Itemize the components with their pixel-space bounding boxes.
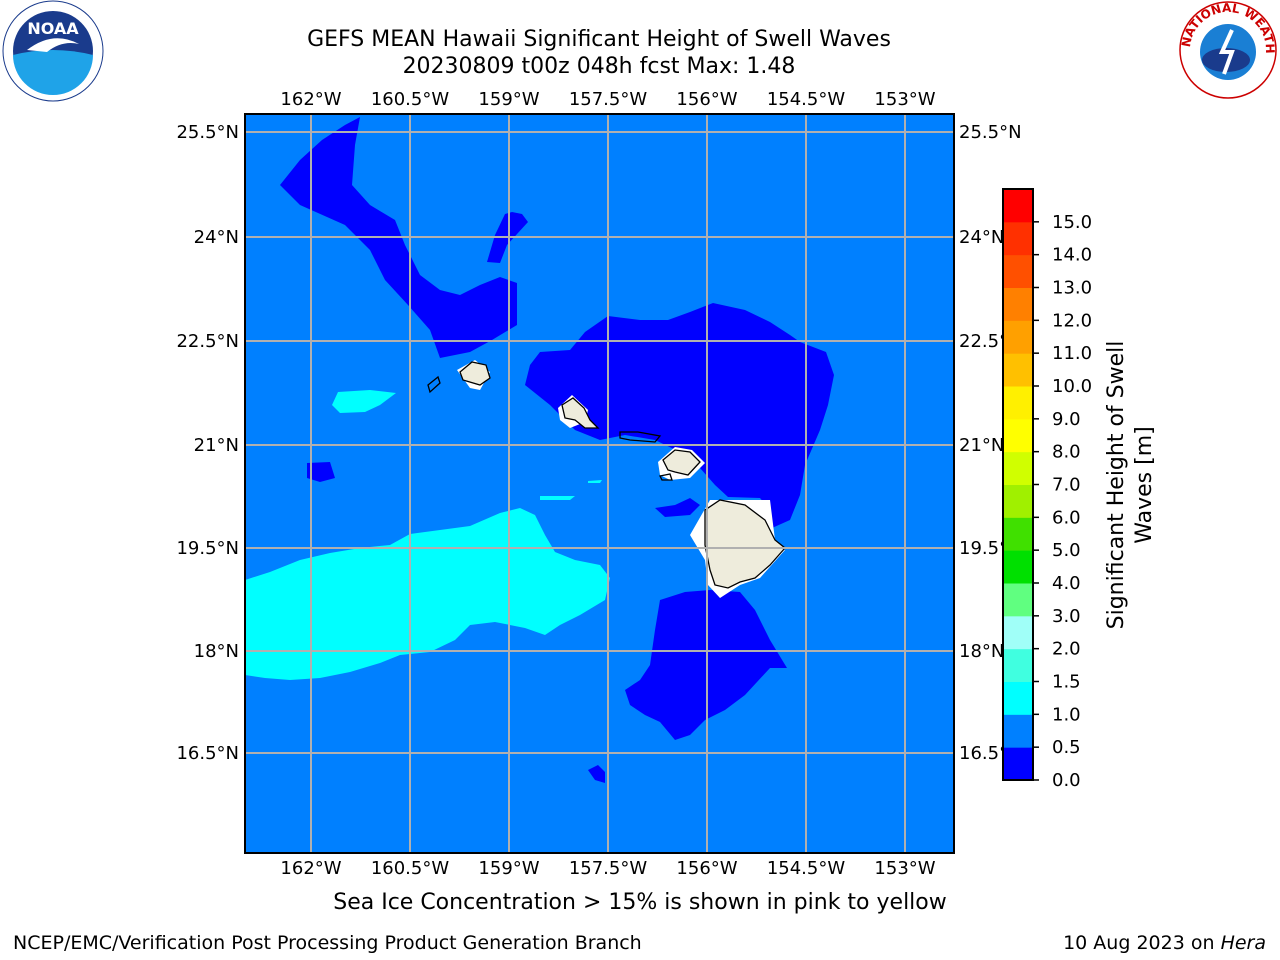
colorbar-segment xyxy=(1003,648,1033,682)
lon-tick-bottom: 154.5°W xyxy=(767,858,846,879)
colorbar-segment xyxy=(1003,714,1033,748)
lat-tick-right: 24°N xyxy=(959,227,1004,248)
colorbar-tick-label: 15.0 xyxy=(1052,212,1092,233)
colorbar-tick-label: 14.0 xyxy=(1052,245,1092,266)
lon-ticks-top: 162°W 160.5°W 159°W 157.5°W 156°W 154.5°W 153°… xyxy=(280,89,935,110)
noaa-logo-text: NOAA xyxy=(27,19,79,38)
colorbar-label-line2: Waves [m] xyxy=(1132,426,1157,543)
lat-tick-right: 21°N xyxy=(959,435,1004,456)
colorbar-tick-label: 0.0 xyxy=(1052,770,1081,791)
lat-tick-right: 18°N xyxy=(959,641,1004,662)
colorbar-segment xyxy=(1003,681,1033,715)
lon-tick-top: 157.5°W xyxy=(569,89,648,110)
lat-tick-left: 21°N xyxy=(194,435,239,456)
colorbar-segment xyxy=(1003,221,1033,256)
colorbar-tick-label: 0.5 xyxy=(1052,737,1081,758)
colorbar-label-line1: Significant Height of Swell xyxy=(1104,341,1129,630)
colorbar-segment xyxy=(1003,189,1033,223)
gridlines xyxy=(245,114,954,853)
colorbar-tick-label: 9.0 xyxy=(1052,409,1081,430)
lon-tick-bottom: 153°W xyxy=(874,858,935,879)
colorbar-segment xyxy=(1003,418,1033,453)
colorbar-tick-label: 5.0 xyxy=(1052,540,1081,561)
colorbar-tick-label: 8.0 xyxy=(1052,442,1081,463)
colorbar-segment xyxy=(1003,451,1033,485)
colorbar-segment xyxy=(1003,353,1033,387)
colorbar-tick-label: 13.0 xyxy=(1052,278,1092,299)
lat-tick-left: 25.5°N xyxy=(176,122,239,143)
footer-credit: NCEP/EMC/Verification Post Processing Pr… xyxy=(13,932,642,954)
colorbar-tick-label: 1.5 xyxy=(1052,672,1081,693)
colorbar-tick-label: 2.0 xyxy=(1052,639,1081,660)
lon-tick-top: 154.5°W xyxy=(767,89,846,110)
footer-date-text: 10 Aug 2023 on xyxy=(1063,932,1221,954)
colorbar-tick-label: 11.0 xyxy=(1052,343,1092,364)
lon-tick-bottom: 156°W xyxy=(676,858,737,879)
footer-date: 10 Aug 2023 on Hera xyxy=(1063,932,1266,954)
colorbar-segment xyxy=(1003,583,1033,617)
lon-tick-top: 156°W xyxy=(676,89,737,110)
colorbar-segment xyxy=(1003,287,1033,321)
colorbar-segment xyxy=(1003,517,1033,551)
colorbar-tick-label: 1.0 xyxy=(1052,704,1081,725)
lat-tick-left: 16.5°N xyxy=(176,743,239,764)
colorbar-segment xyxy=(1003,550,1033,584)
colorbar-segment xyxy=(1003,615,1033,650)
lon-tick-bottom: 157.5°W xyxy=(569,858,648,879)
colorbar-tick-label: 4.0 xyxy=(1052,573,1081,594)
lon-ticks-bottom: 162°W 160.5°W 159°W 157.5°W 156°W 154.5°W 153°… xyxy=(280,858,935,879)
nws-logo: NATIONAL WEATHER SERVICE xyxy=(1176,0,1277,99)
footer-host: Hera xyxy=(1220,932,1266,954)
map-title: GEFS MEAN Hawaii Significant Height of S… xyxy=(307,27,891,52)
lon-tick-bottom: 159°W xyxy=(478,858,539,879)
lat-tick-left: 24°N xyxy=(194,227,239,248)
lat-tick-left: 18°N xyxy=(194,641,239,662)
noaa-logo: NOAA xyxy=(2,0,104,102)
map-frame xyxy=(244,113,955,854)
lat-tick-left: 19.5°N xyxy=(176,538,239,559)
colorbar-segment xyxy=(1003,484,1033,518)
lat-tick-left: 22.5°N xyxy=(176,331,239,352)
lon-tick-top: 153°W xyxy=(874,89,935,110)
lon-tick-top: 159°W xyxy=(478,89,539,110)
lon-tick-bottom: 162°W xyxy=(280,858,341,879)
colorbar-segment xyxy=(1003,747,1033,781)
colorbar-segment xyxy=(1003,254,1033,288)
colorbar-tick-label: 3.0 xyxy=(1052,606,1081,627)
lat-ticks-left: 25.5°N 24°N 22.5°N 21°N 19.5°N 18°N 16.5°N xyxy=(176,122,239,764)
lon-tick-top: 162°W xyxy=(280,89,341,110)
swell-band-1.0-1.5 xyxy=(245,390,610,680)
colorbar-segment xyxy=(1003,386,1033,420)
map-subtitle: 20230809 t00z 048h fcst Max: 1.48 xyxy=(402,54,796,79)
colorbar-tick-label: 12.0 xyxy=(1052,310,1092,331)
colorbar: 0.0 0.5 1.0 1.5 2.0 3.0 4.0 5.0 6.0 7.0 8.0 9.0 10.0… xyxy=(1002,188,1092,791)
colorbar-segment xyxy=(1003,320,1033,354)
colorbar-tick-label: 7.0 xyxy=(1052,475,1081,496)
lon-tick-top: 160.5°W xyxy=(371,89,450,110)
colorbar-tick-label: 10.0 xyxy=(1052,376,1092,397)
lon-tick-bottom: 160.5°W xyxy=(371,858,450,879)
lat-tick-right: 25.5°N xyxy=(959,122,1022,143)
colorbar-tick-label: 6.0 xyxy=(1052,507,1081,528)
sea-ice-note: Sea Ice Concentration > 15% is shown in … xyxy=(333,890,947,915)
